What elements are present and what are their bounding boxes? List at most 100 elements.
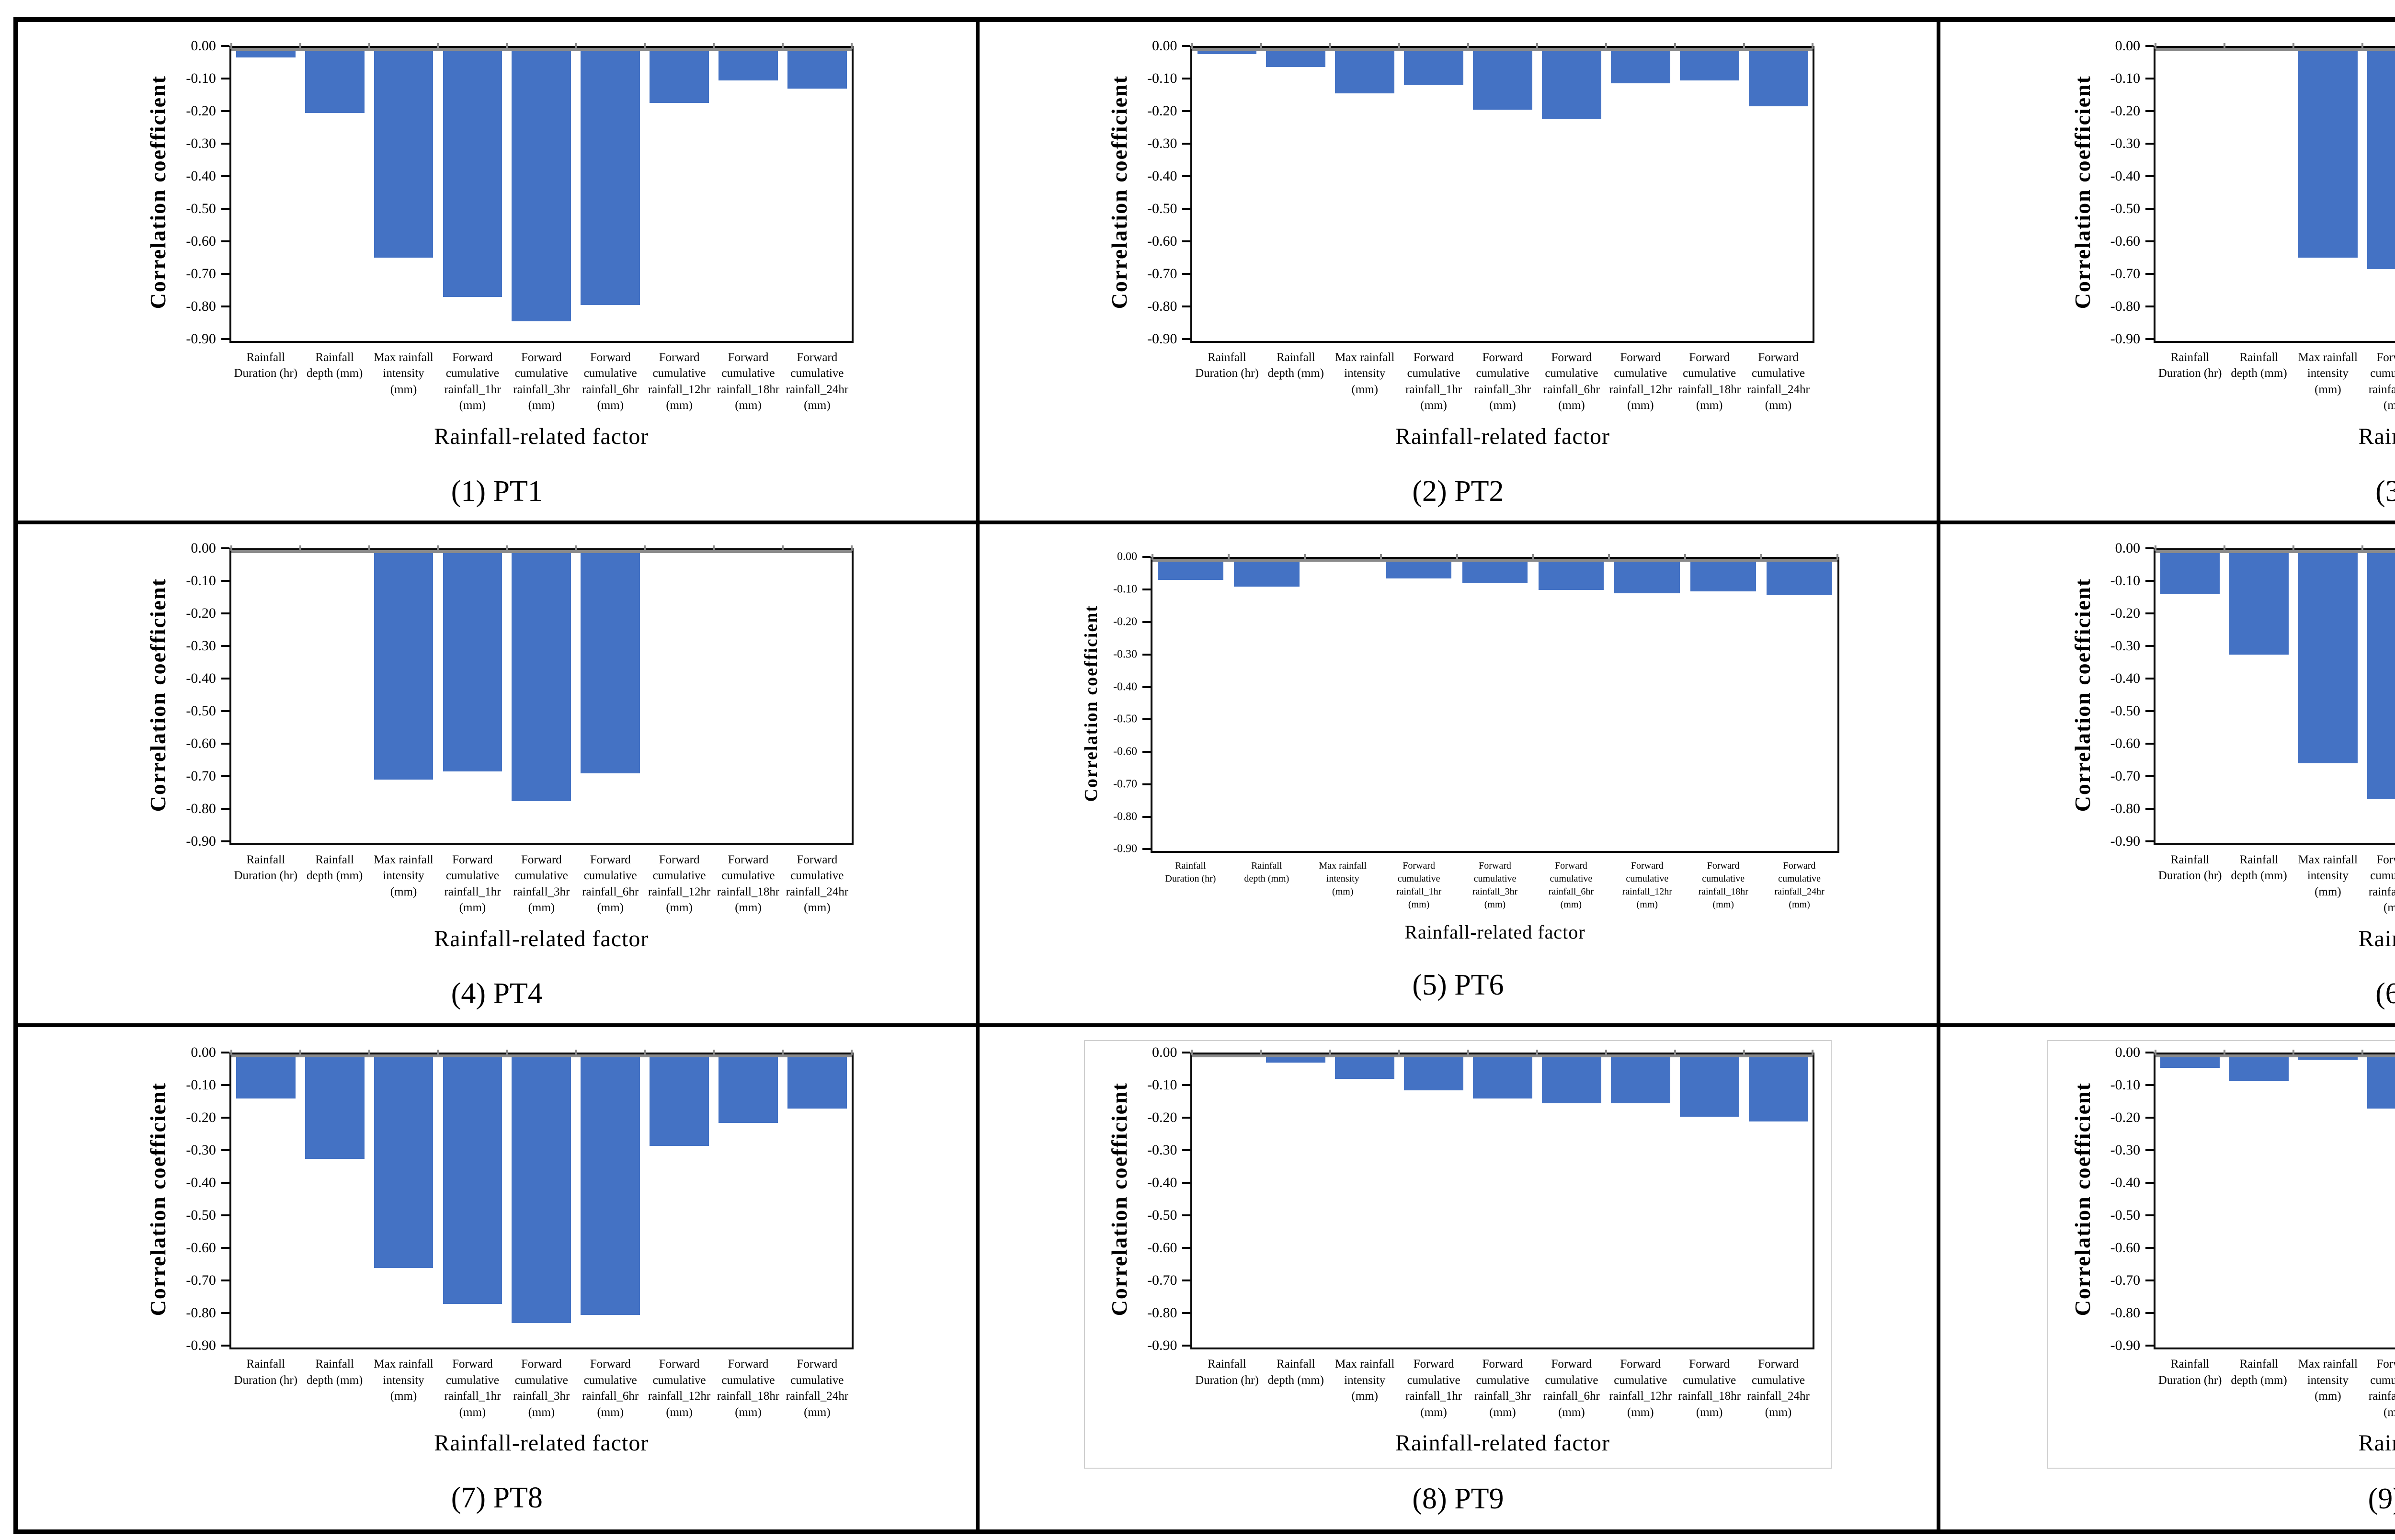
x-tick-label: Max rainfall intensity (mm) — [369, 852, 438, 916]
y-tick-mark — [2145, 710, 2154, 712]
x-tick-label-line: rainfall_12hr — [648, 383, 711, 396]
x-tick-label-line: cumulative — [652, 869, 706, 883]
x-tick-label-line: (mm) — [528, 901, 555, 915]
x-tick-label-line: Max rainfall — [1319, 861, 1367, 872]
bar-slot — [507, 1054, 576, 1348]
y-tick-label: 0.00 — [1152, 37, 1177, 54]
y-tick-label: -0.50 — [2110, 702, 2141, 719]
bar — [374, 47, 433, 258]
y-tick-label: -0.40 — [186, 670, 216, 686]
x-axis-ticks: Rainfall Duration (hr) Rainfall depth (mm) M… — [1192, 350, 1813, 414]
category-tick-mark — [781, 43, 784, 49]
bar-slot — [783, 550, 852, 843]
plot-row: Correlation coefficient 0.00 -0.10 -0.20 -0… — [2064, 540, 2395, 849]
bar-slot — [1399, 1054, 1468, 1348]
y-tick-label: -0.30 — [186, 637, 216, 654]
x-tick-label-line: (mm) — [597, 901, 624, 915]
y-tick-label: -0.50 — [1113, 713, 1137, 725]
x-tick-label: Forward cumulative rainfall_6hr (mm) — [576, 350, 645, 414]
category-tick-mark — [1398, 1050, 1401, 1056]
bar-slot — [2362, 550, 2395, 843]
x-tick-label-line: cumulative — [1614, 1373, 1667, 1387]
y-tick-mark — [2145, 1345, 2154, 1347]
bar — [1473, 47, 1532, 110]
category-tick-mark — [437, 1050, 439, 1056]
x-tick-label-line: (mm) — [735, 399, 762, 412]
x-tick-label: Rainfall depth (mm) — [1261, 1356, 1330, 1420]
x-tick-label-line: Forward — [1482, 1358, 1523, 1371]
y-tick-label: -0.60 — [2110, 233, 2141, 249]
bar — [305, 1054, 365, 1159]
x-tick-label-line: Forward — [659, 351, 700, 364]
y-tick-label: -0.90 — [186, 330, 216, 347]
x-tick-label-line: rainfall_1hr — [444, 1390, 501, 1403]
y-tick-mark — [221, 1214, 229, 1217]
bar-chart: Correlation coefficient 0.00 -0.10 -0.20 -0… — [1085, 34, 1831, 461]
x-tick-label-line: rainfall_3hr — [1472, 886, 1518, 897]
y-tick-label: -0.30 — [1113, 648, 1137, 661]
bar-slot — [1192, 47, 1261, 341]
x-tick-label-line: Forward — [2376, 1358, 2395, 1371]
x-tick-label-line: Rainfall — [2170, 853, 2210, 866]
x-axis-ticks: Rainfall Duration (hr) Rainfall depth (mm) M… — [231, 1356, 852, 1420]
x-tick-label-line: (mm) — [804, 901, 831, 915]
x-tick-label-line: Forward — [797, 1358, 838, 1371]
y-tick-mark — [1182, 338, 1191, 340]
x-axis-title: Rainfall-related factor — [2358, 423, 2395, 449]
x-axis-title: Rainfall-related factor — [434, 926, 649, 951]
bar-slot — [2293, 1054, 2362, 1348]
x-tick-label: Forward cumulative rainfall_3hr (mm) — [507, 1356, 576, 1420]
x-tick-label-line: cumulative — [2370, 1373, 2395, 1387]
y-tick-mark — [1182, 1117, 1191, 1119]
y-axis-title: Correlation coefficient — [2070, 75, 2095, 309]
chart-caption: (9) PT10 — [2368, 1483, 2395, 1516]
x-tick-label-line: cumulative — [1545, 1373, 1598, 1387]
x-tick-label-line: cumulative — [445, 367, 499, 380]
category-tick-mark — [2361, 545, 2363, 551]
y-tick-label: -0.50 — [186, 200, 216, 216]
x-tick-label-line: (mm) — [1560, 899, 1582, 910]
x-tick-label-line: Forward — [452, 351, 493, 364]
category-tick-mark — [2155, 1050, 2157, 1056]
y-tick-mark — [221, 338, 229, 340]
y-tick-label: -0.40 — [2110, 168, 2141, 184]
x-tick-label-line: intensity — [2307, 1373, 2349, 1387]
bar-slot — [1606, 1054, 1675, 1348]
y-tick-label: -0.80 — [186, 800, 216, 816]
x-tick-label-line: Rainfall — [246, 351, 285, 364]
y-axis-title: Correlation coefficient — [1106, 75, 1131, 309]
y-tick-mark — [221, 1182, 229, 1184]
y-tick-label: -0.70 — [186, 1272, 216, 1289]
x-tick-label-line: Forward — [1758, 351, 1799, 364]
x-axis-title: Rainfall-related factor — [1395, 1430, 1610, 1456]
x-tick-label-line: cumulative — [790, 1373, 844, 1387]
category-tick-mark — [2361, 43, 2363, 49]
x-axis-ticks: Rainfall Duration (hr) Rainfall depth (mm) M… — [1152, 860, 1837, 911]
bar — [1542, 47, 1601, 120]
bar-slot — [2293, 47, 2362, 341]
bar-slot — [231, 47, 300, 341]
x-tick-label-line: cumulative — [583, 367, 637, 380]
x-tick-label-line: cumulative — [652, 367, 706, 380]
zero-axis-line — [1192, 1054, 1813, 1058]
bar-chart: Correlation coefficient 0.00 -0.10 -0.20 -0… — [124, 1041, 870, 1468]
x-tick-label-line: Rainfall — [2239, 853, 2279, 866]
x-tick-label-line: (mm) — [1627, 399, 1654, 412]
y-tick-mark — [221, 645, 229, 647]
y-tick-label: -0.80 — [2110, 800, 2141, 816]
y-axis-title: Correlation coefficient — [146, 1082, 171, 1316]
x-tick-label-line: cumulative — [1545, 367, 1598, 380]
y-tick-label: -0.70 — [186, 768, 216, 784]
y-tick-mark — [1182, 1280, 1191, 1282]
x-tick-label-line: Rainfall — [2170, 351, 2210, 364]
y-tick-label: -0.90 — [2110, 1337, 2141, 1354]
y-tick-label: -0.60 — [1147, 1240, 1177, 1256]
x-tick-label-line: Forward — [1689, 1358, 1730, 1371]
chart-cell: Correlation coefficient 0.00 -0.10 -0.20 -0… — [18, 524, 980, 1027]
x-tick-label-line: intensity — [383, 869, 424, 883]
bar — [305, 47, 365, 113]
category-tick-mark — [1608, 554, 1610, 560]
category-tick-mark — [299, 545, 301, 551]
x-tick-label: Forward cumulative rainfall_12hr (mm) — [1609, 860, 1685, 911]
x-tick-label-line: cumulative — [1407, 1373, 1460, 1387]
